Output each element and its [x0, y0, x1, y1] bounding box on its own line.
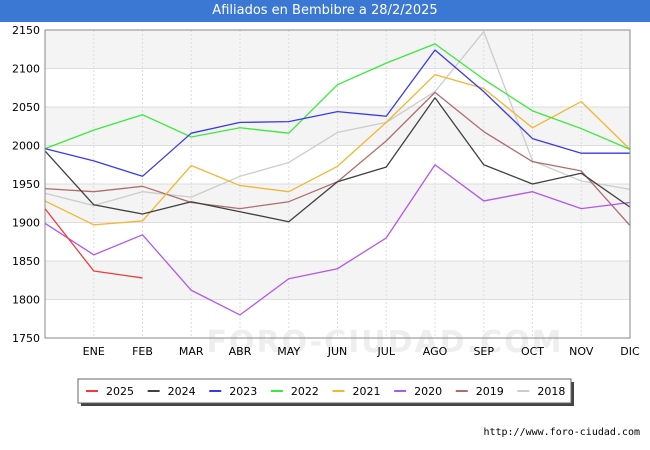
watermark: FORO-CIUDAD.COM	[207, 325, 564, 360]
title-bar	[0, 0, 650, 22]
legend-label: 2021	[353, 385, 381, 398]
x-tick-label: JUN	[327, 345, 348, 358]
plot-frame	[44, 29, 631, 339]
y-tick-label: 1850	[12, 255, 40, 268]
series-line-2023	[44, 49, 630, 177]
x-tick-label: MAR	[179, 345, 204, 358]
x-tick-label: OCT	[521, 345, 544, 358]
legend: 2025 2024 2023 2022 2021 2020 2019 2018	[77, 378, 574, 406]
legend-box	[77, 378, 572, 404]
series-line-2018	[44, 30, 631, 207]
y-tick-label: 2000	[12, 140, 40, 153]
footer-url[interactable]: http://www.foro-ciudad.com	[483, 427, 640, 438]
x-tick-label: ABR	[229, 345, 252, 358]
legend-label: 2019	[476, 385, 504, 398]
y-tick-label: 1750	[12, 332, 40, 345]
x-tick-labels: ENE FEB MAR ABR MAY JUN JUL AGO SEP OCT NOV DIC	[83, 345, 640, 358]
x-tick-label: AGO	[423, 345, 448, 358]
legend-label: 2018	[537, 385, 565, 398]
y-tick-label: 2150	[12, 24, 40, 37]
series-line-2025	[44, 208, 143, 279]
x-tick-label: DIC	[620, 345, 640, 358]
legend-label: 2023	[229, 385, 257, 398]
legend-label: 2022	[291, 385, 319, 398]
y-tick-label: 1800	[12, 294, 40, 307]
x-tick-label: MAY	[277, 345, 300, 358]
y-tick-label: 1900	[12, 217, 40, 230]
series-line-2021	[44, 74, 631, 226]
y-tick-label: 1950	[12, 178, 40, 191]
series-line-2022	[44, 43, 631, 150]
y-tick-labels: 1750 1800 1850 1900 1950 2000 2050 2100 2150	[12, 24, 40, 345]
x-tick-label: ENE	[83, 345, 105, 358]
x-tick-label: FEB	[132, 345, 153, 358]
x-tick-label: JUL	[377, 345, 396, 358]
legend-label: 2024	[168, 385, 196, 398]
x-tick-label: NOV	[569, 345, 594, 358]
chart-title: Afiliados en Bembibre a 28/2/2025	[212, 3, 438, 18]
legend-label: 2025	[106, 385, 134, 398]
series-lines	[44, 30, 631, 316]
legend-label: 2020	[414, 385, 442, 398]
series-line-2024	[44, 97, 631, 223]
series-line-2020	[44, 164, 631, 316]
y-tick-label: 2100	[12, 63, 40, 76]
x-tick-label: SEP	[473, 345, 494, 358]
y-tick-label: 2050	[12, 101, 40, 114]
